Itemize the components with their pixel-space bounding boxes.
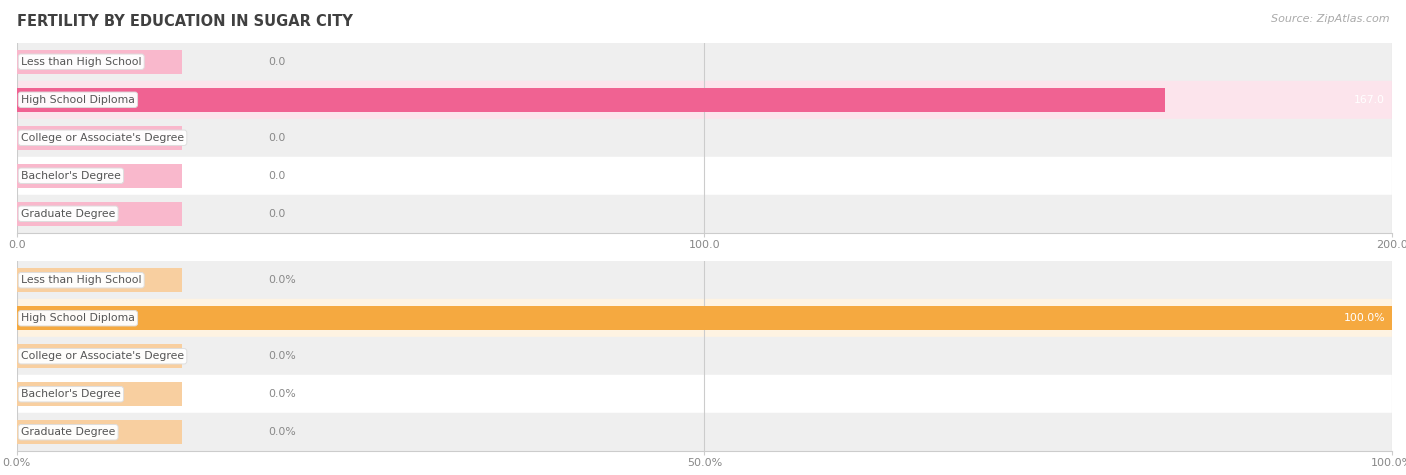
Bar (17, 157, 1392, 195)
Bar (17, 43, 1392, 81)
Text: High School Diploma: High School Diploma (21, 95, 135, 105)
Text: 0.0: 0.0 (269, 133, 285, 143)
Text: Bachelor's Degree: Bachelor's Degree (21, 389, 121, 399)
Bar (17, 261, 1392, 299)
Bar (17, 50, 181, 74)
Text: Bachelor's Degree: Bachelor's Degree (21, 171, 121, 181)
Text: 167.0: 167.0 (1354, 95, 1385, 105)
Bar (17, 88, 1166, 112)
Bar (17, 299, 1392, 337)
Text: 100.0%: 100.0% (1344, 313, 1385, 323)
Text: Graduate Degree: Graduate Degree (21, 427, 115, 437)
Bar (17, 268, 181, 292)
Bar (17, 195, 1392, 233)
Text: Graduate Degree: Graduate Degree (21, 209, 115, 219)
Bar (17, 202, 181, 226)
Bar (17, 126, 181, 150)
Bar (17, 164, 181, 188)
Bar (17, 420, 181, 444)
Bar (17, 306, 1392, 330)
Text: 0.0: 0.0 (269, 209, 285, 219)
Text: 0.0%: 0.0% (269, 275, 297, 285)
Text: College or Associate's Degree: College or Associate's Degree (21, 351, 184, 361)
Text: Source: ZipAtlas.com: Source: ZipAtlas.com (1271, 14, 1389, 24)
Bar (17, 337, 1392, 375)
Text: 0.0%: 0.0% (269, 351, 297, 361)
Text: College or Associate's Degree: College or Associate's Degree (21, 133, 184, 143)
Bar (17, 81, 1392, 119)
Bar (17, 119, 1392, 157)
Text: 0.0: 0.0 (269, 171, 285, 181)
Text: 0.0: 0.0 (269, 57, 285, 67)
Text: FERTILITY BY EDUCATION IN SUGAR CITY: FERTILITY BY EDUCATION IN SUGAR CITY (17, 14, 353, 29)
Text: Less than High School: Less than High School (21, 275, 142, 285)
Bar (17, 413, 1392, 451)
Text: 0.0%: 0.0% (269, 389, 297, 399)
Bar (17, 375, 1392, 413)
Bar (17, 344, 181, 368)
Text: 0.0%: 0.0% (269, 427, 297, 437)
Text: High School Diploma: High School Diploma (21, 313, 135, 323)
Text: Less than High School: Less than High School (21, 57, 142, 67)
Bar (17, 382, 181, 406)
